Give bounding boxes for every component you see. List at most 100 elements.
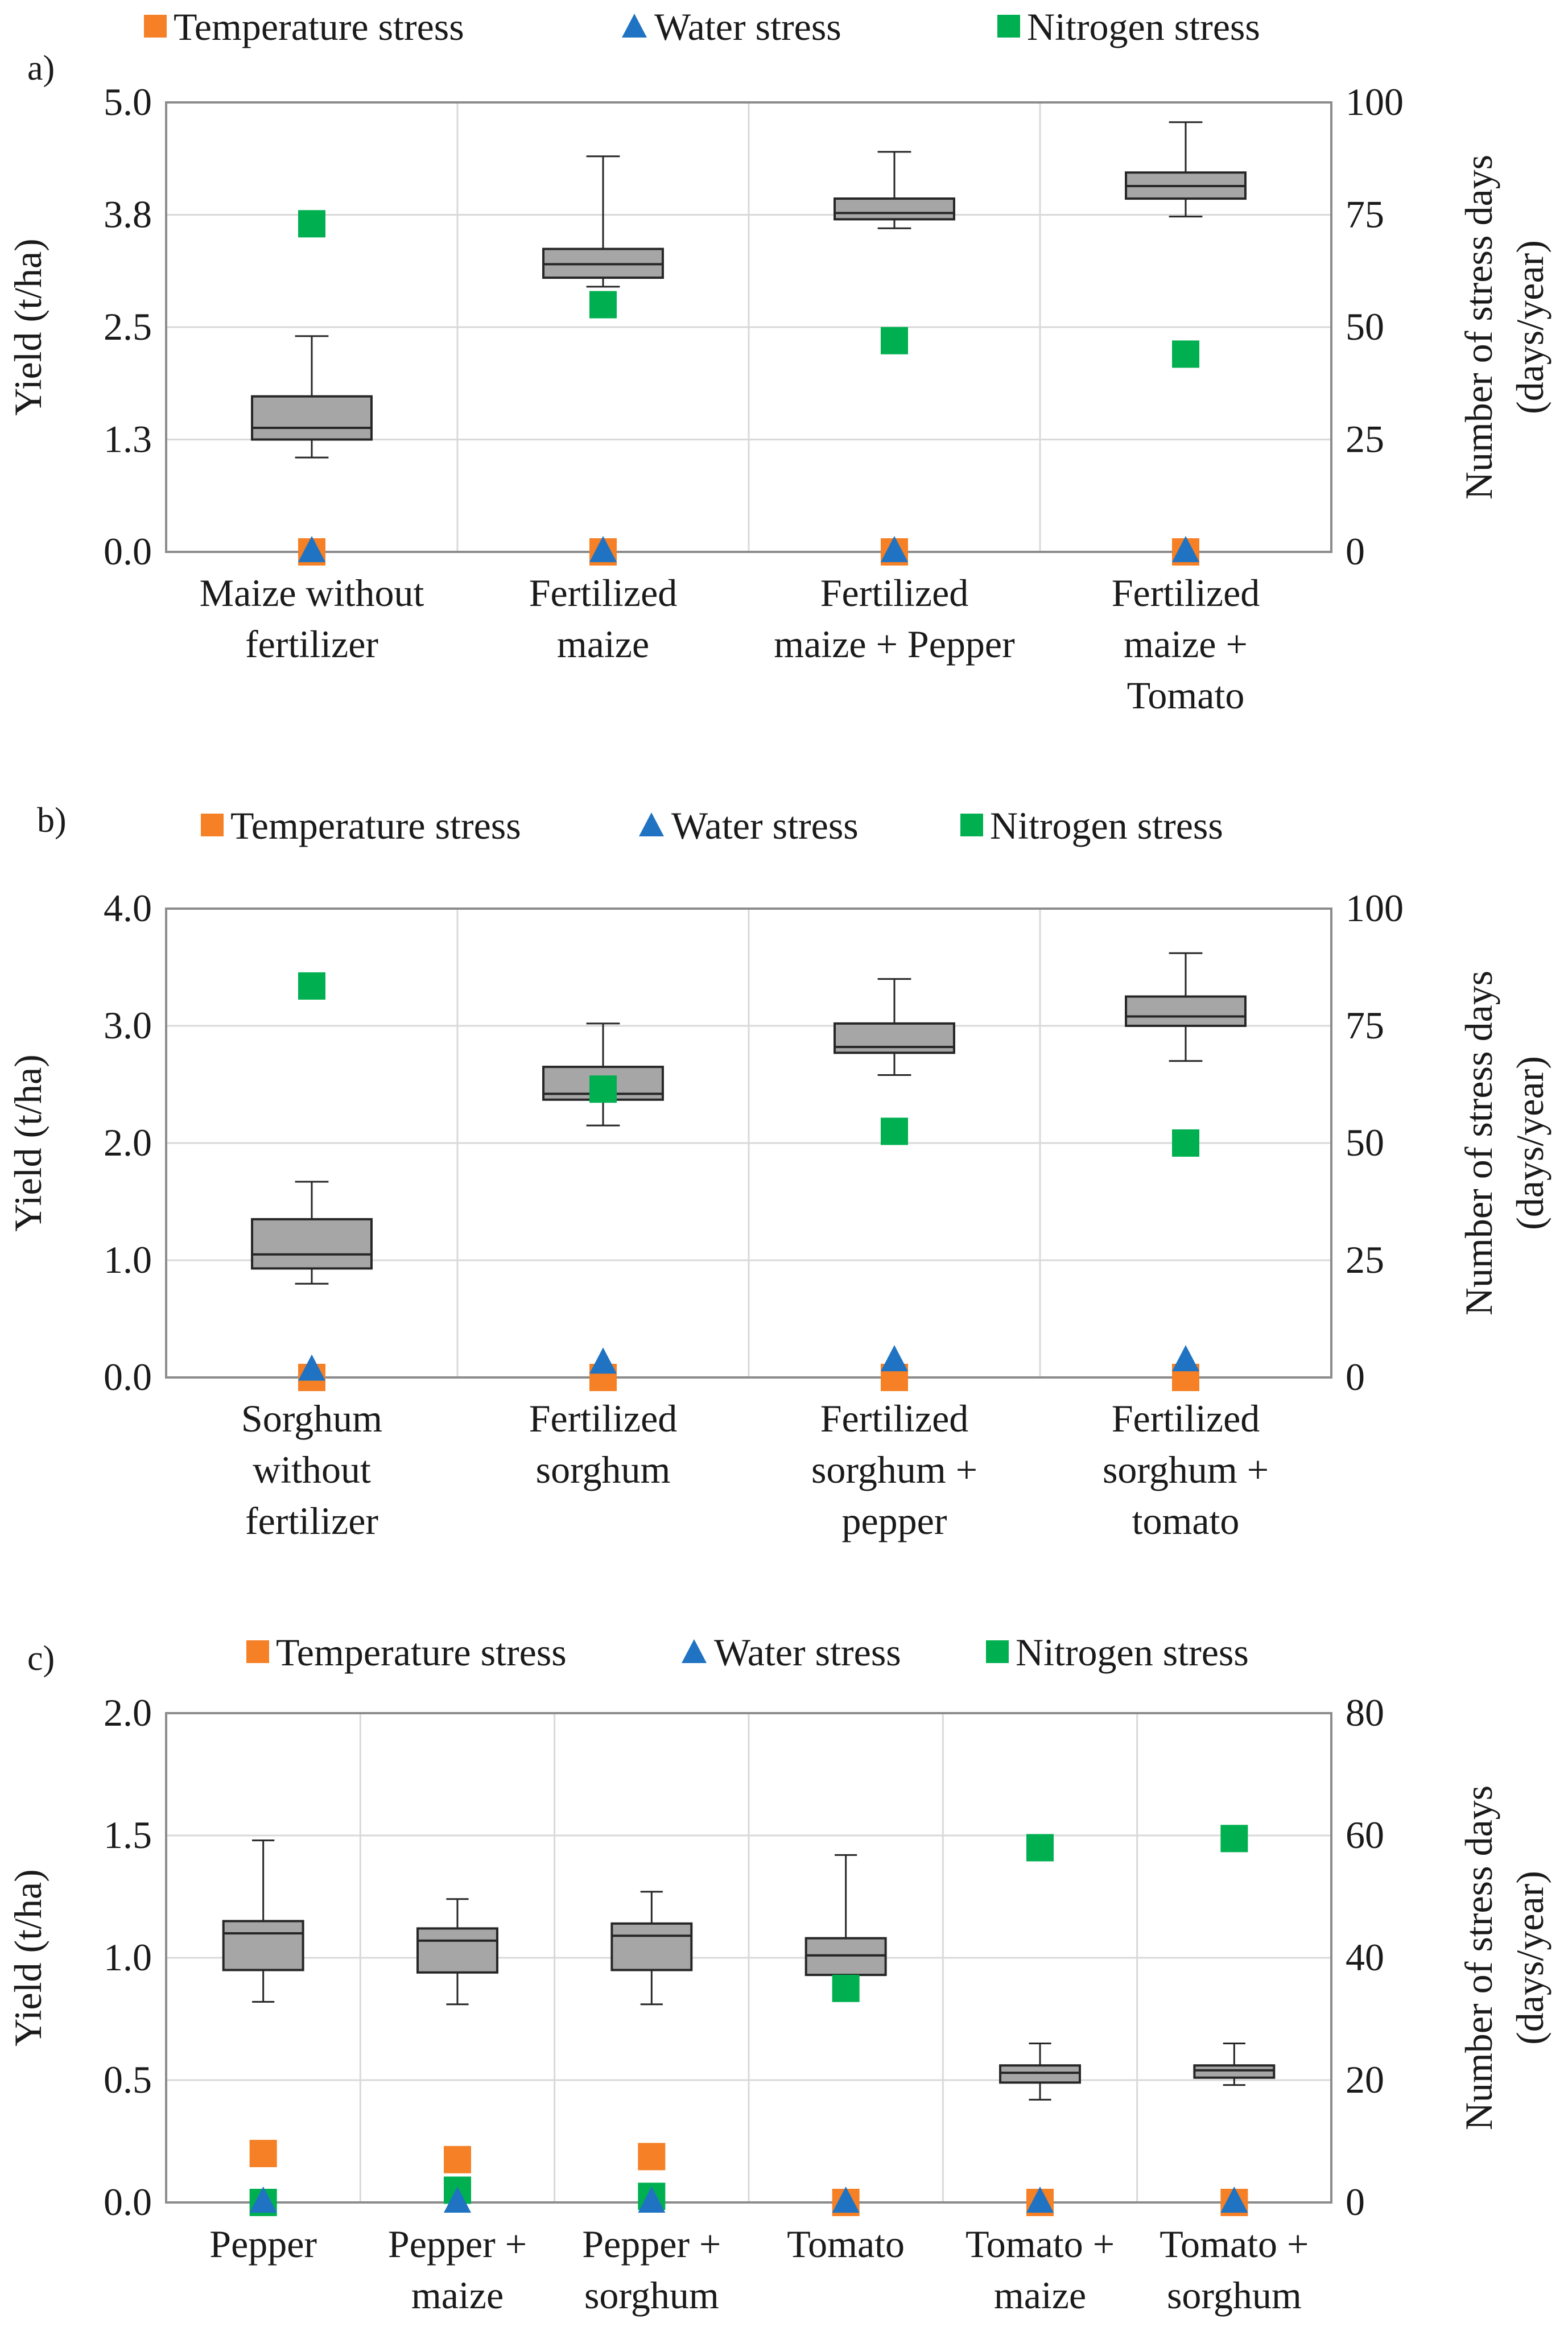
y-tick-label: 1.3 (104, 418, 152, 461)
category-label: sorghum (536, 1448, 671, 1491)
nitrogen-stress-point (1220, 1825, 1248, 1853)
nitrogen-stress-point (589, 1075, 617, 1103)
y-tick-label: 0.5 (104, 2058, 152, 2101)
category-label: without (253, 1448, 371, 1491)
category-label: fertilizer (245, 622, 378, 666)
box-plot (610, 1891, 693, 2006)
panel-label: a) (27, 49, 55, 88)
box-plot (833, 151, 955, 229)
box-plot (416, 1898, 498, 2006)
y2-axis-title-line1: Number of stress days (1457, 971, 1500, 1315)
y2-axis-title-line1: Number of stress days (1457, 155, 1500, 500)
nitrogen-stress-point (298, 972, 325, 1000)
y-axis-title: Yield (t/ha) (6, 1054, 49, 1232)
category-label: Fertilized (1112, 1397, 1260, 1440)
legend: Temperature stress Water stress Nitrogen s… (144, 5, 1260, 48)
y2-tick-label: 100 (1346, 80, 1404, 123)
y-tick-label: 1.0 (104, 1936, 152, 1979)
y2-tick-label: 80 (1346, 1691, 1384, 1734)
nitrogen-stress-point (881, 1117, 908, 1145)
box-iqr (251, 1218, 373, 1270)
nitrogen-stress-point (881, 327, 908, 354)
category-label: Tomato (1127, 674, 1245, 717)
nitrogen-stress-point (298, 210, 325, 238)
y-tick-label: 4.0 (104, 886, 152, 930)
nitrogen-stress-point (1172, 340, 1199, 368)
box-iqr (833, 197, 955, 221)
plot-frame (165, 101, 1332, 553)
legend-temperature-marker (144, 15, 167, 38)
category-label: Fertilized (820, 571, 969, 614)
category-label: Maize without (200, 571, 424, 614)
legend-temperature-marker (246, 1640, 269, 1663)
nitrogen-stress-point (1172, 1129, 1199, 1157)
legend-water-marker (639, 812, 664, 836)
y-tick-label: 2.0 (104, 1121, 152, 1164)
temperature-stress-point (249, 2140, 277, 2167)
legend: Temperature stress Water stress Nitrogen s… (246, 1631, 1249, 1674)
legend-temperature-marker (201, 814, 224, 836)
category-label: Pepper (209, 2222, 317, 2266)
y2-tick-label: 0 (1346, 2180, 1365, 2224)
category-label: Fertilized (1112, 571, 1260, 614)
water-stress-point (444, 2187, 471, 2213)
legend-water-marker (682, 1639, 707, 1663)
water-stress-point (589, 536, 617, 562)
y2-tick-label: 0 (1346, 1355, 1365, 1399)
y2-tick-label: 20 (1346, 2058, 1384, 2101)
y-tick-label: 1.0 (104, 1238, 152, 1281)
category-label: Fertilized (820, 1397, 969, 1440)
water-stress-point (1026, 2187, 1054, 2213)
water-stress-point (638, 2187, 666, 2213)
nitrogen-stress-point (1026, 1834, 1054, 1862)
y2-tick-label: 50 (1346, 1121, 1384, 1164)
category-label: Tomato (787, 2222, 905, 2266)
y-tick-label: 0.0 (104, 2180, 152, 2224)
panel-label: c) (27, 1639, 55, 1678)
box-iqr (416, 1927, 498, 1974)
temperature-stress-point (444, 2146, 471, 2173)
category-label: maize + (1124, 622, 1248, 666)
nitrogen-stress-point (832, 1974, 860, 2002)
category-label: sorghum (1167, 2274, 1302, 2317)
y2-tick-label: 100 (1346, 886, 1404, 930)
category-label: sorghum + (1103, 1448, 1269, 1491)
plot-frame (165, 1712, 1332, 2204)
water-stress-point (832, 2187, 860, 2213)
water-stress-point (249, 2187, 277, 2213)
y2-tick-label: 50 (1346, 305, 1384, 348)
category-label: tomato (1132, 1499, 1240, 1542)
legend-temperature-label: Temperature stress (230, 804, 521, 847)
y2-axis-title-line2: (days/year) (1508, 1871, 1552, 2045)
category-label: Pepper + (582, 2222, 721, 2266)
water-stress-point (1172, 1345, 1199, 1372)
box-plot (222, 1839, 304, 2003)
y-axis-title: Yield (t/ha) (6, 1869, 49, 2047)
water-stress-point (881, 536, 908, 562)
legend-temperature-label: Temperature stress (276, 1631, 567, 1674)
box-iqr (1125, 995, 1247, 1027)
box-plot (1125, 952, 1247, 1062)
box-plot (833, 978, 955, 1076)
box-plot (542, 1022, 664, 1127)
y2-axis-title-line1: Number of stress days (1457, 1785, 1500, 2130)
y-tick-label: 1.5 (104, 1813, 152, 1857)
category-label: Fertilized (529, 1397, 678, 1440)
category-label: fertilizer (245, 1499, 378, 1542)
y-tick-label: 0.0 (104, 530, 152, 573)
chart-panel-2: Temperature stress Water stress Nitrogen s… (6, 801, 1552, 1542)
y2-axis-title-line2: (days/year) (1508, 1056, 1552, 1230)
box-plot (251, 335, 373, 459)
y2-tick-label: 0 (1346, 530, 1365, 573)
legend-nitrogen-label: Nitrogen stress (1016, 1631, 1249, 1674)
category-label: Sorghum (241, 1397, 382, 1440)
category-label: Tomato + (1160, 2222, 1309, 2266)
box-plot (804, 1854, 887, 1995)
box-iqr (222, 1920, 304, 1971)
water-stress-point (1172, 536, 1199, 562)
category-label: maize + Pepper (774, 622, 1015, 666)
panel-label: b) (37, 801, 67, 840)
legend-temperature-label: Temperature stress (174, 5, 464, 48)
box-plot (999, 2043, 1081, 2101)
y2-axis-title-line2: (days/year) (1508, 240, 1552, 414)
